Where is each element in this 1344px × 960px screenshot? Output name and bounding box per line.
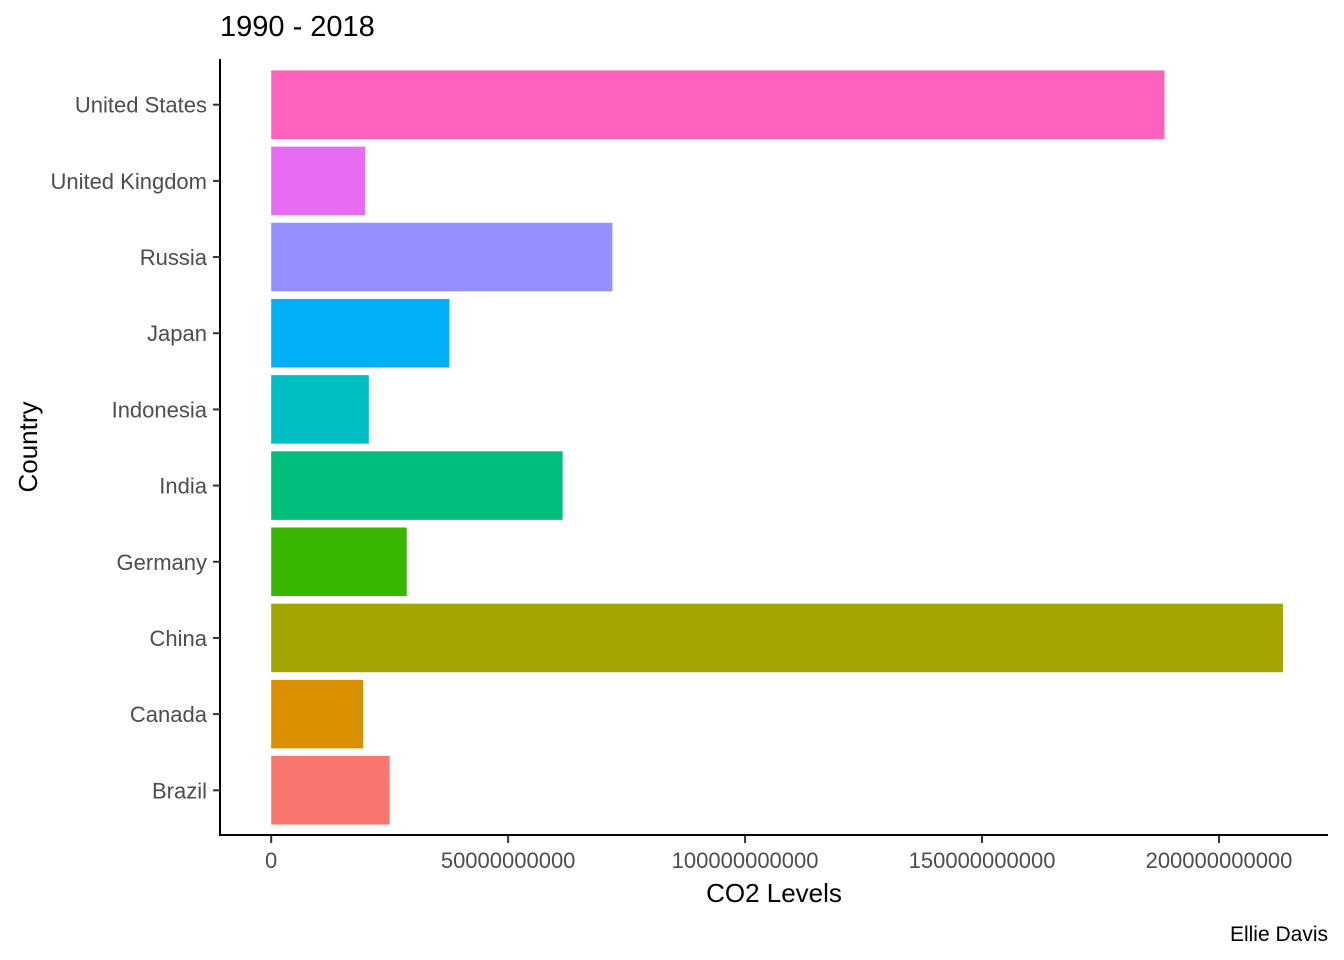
y-tick-label: Germany bbox=[117, 550, 207, 575]
bar-canada bbox=[271, 679, 364, 749]
y-tick-label: Brazil bbox=[152, 778, 207, 803]
y-tick-label: Russia bbox=[140, 245, 208, 270]
y-axis: Brazil Canada China Germany India Indonesia Ja… bbox=[50, 59, 221, 836]
y-axis-title: Country bbox=[13, 401, 43, 492]
chart-title: 1990 - 2018 bbox=[220, 11, 375, 43]
bar-india bbox=[271, 451, 563, 520]
bar-united-kingdom bbox=[271, 146, 366, 216]
x-tick-label: 200000000000 bbox=[1146, 848, 1293, 873]
y-tick-label: China bbox=[150, 626, 208, 651]
bar-russia bbox=[271, 222, 613, 292]
x-tick-label: 100000000000 bbox=[672, 848, 819, 873]
x-tick-label: 50000000000 bbox=[441, 848, 576, 873]
bars-group bbox=[271, 70, 1283, 825]
y-tick-label: United States bbox=[75, 93, 207, 118]
bar-indonesia bbox=[271, 375, 369, 444]
y-tick-label: Indonesia bbox=[112, 397, 208, 422]
x-axis: 0 50000000000 100000000000 150000000000 2000… bbox=[219, 834, 1328, 873]
x-tick-label: 0 bbox=[265, 848, 277, 873]
y-tick-label: Japan bbox=[147, 321, 207, 346]
bar-china bbox=[271, 603, 1283, 673]
y-tick-label: Canada bbox=[130, 702, 208, 727]
chart-caption: Ellie Davis bbox=[1230, 923, 1328, 946]
bar-japan bbox=[271, 298, 450, 368]
bar-brazil bbox=[271, 756, 390, 825]
y-tick-label: United Kingdom bbox=[50, 169, 207, 194]
y-tick-label: India bbox=[159, 474, 207, 499]
x-axis-title: CO2 Levels bbox=[706, 878, 842, 908]
x-tick-label: 150000000000 bbox=[909, 848, 1056, 873]
bar-united-states bbox=[271, 70, 1165, 139]
bar-germany bbox=[271, 527, 407, 597]
